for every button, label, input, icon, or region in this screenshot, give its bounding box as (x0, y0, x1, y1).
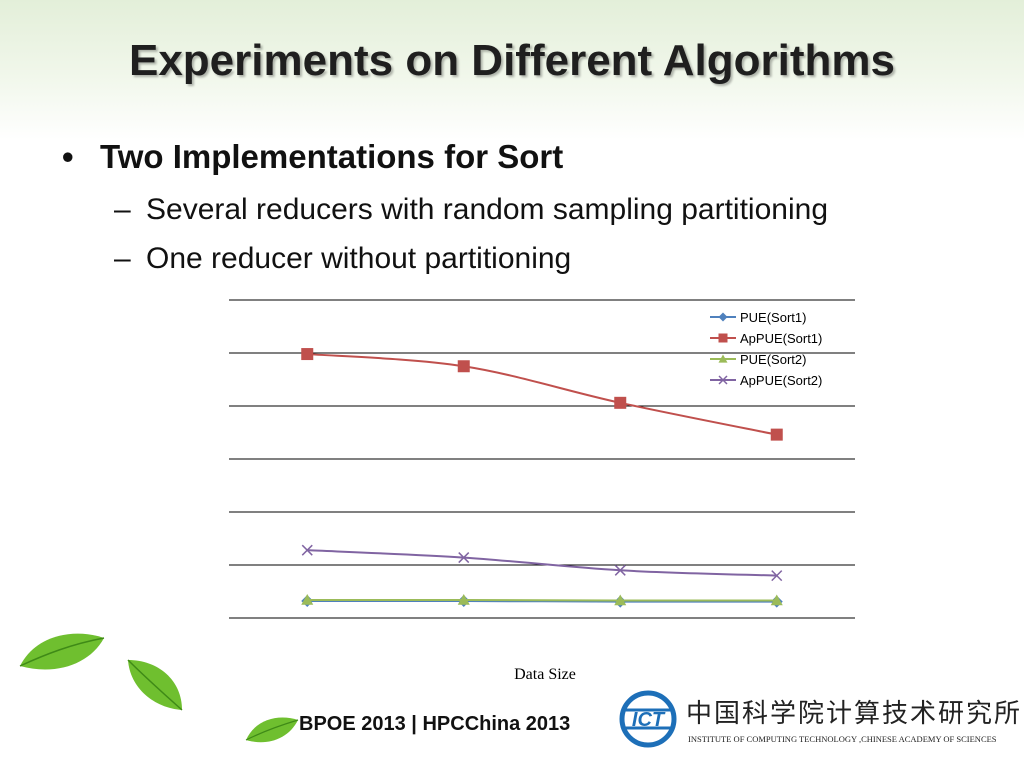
data-point (301, 593, 314, 605)
data-point (457, 593, 470, 605)
sub-bullet-text: One reducer without partitioning (146, 242, 572, 275)
sub-bullet-item: – Several reducers with random sampling p… (114, 193, 828, 227)
sub-bullet-item: – One reducer without partitioning (114, 242, 571, 276)
data-point-stroke (614, 564, 626, 576)
logo-text: ICT (632, 709, 666, 731)
chart-legend: PUE(Sort1) ApPUE(Sort1) PUE(Sort2) ApPUE(So… (710, 310, 822, 388)
data-point-stroke (771, 570, 783, 582)
series-line (307, 600, 777, 603)
slide-title: Experiments on Different Algorithms (128, 36, 896, 85)
legend-label: PUE(Sort2) (740, 352, 806, 367)
data-point (718, 312, 728, 322)
data-point (614, 396, 627, 409)
data-point (458, 552, 470, 564)
dash-icon: – (114, 193, 131, 226)
data-point (718, 354, 728, 363)
bullet-text: Two Implementations for Sort (100, 138, 564, 175)
series-line (307, 549, 777, 577)
footer-conference: HPCChina 2013 (422, 713, 571, 735)
data-point (718, 375, 728, 385)
series-line (307, 598, 777, 602)
x-axis-label: Data Size (514, 666, 576, 683)
data-point (770, 594, 783, 606)
data-point (771, 570, 783, 582)
data-point (614, 564, 626, 576)
footer-text: BPOE 2013 | HPCChina 2013 (299, 713, 570, 736)
data-point (718, 333, 728, 343)
data-point (614, 594, 627, 606)
legend-label: ApPUE(Sort1) (740, 331, 822, 346)
leaf-icon (19, 633, 105, 670)
legend-label: ApPUE(Sort2) (740, 373, 822, 388)
footer-separator: | (411, 713, 417, 735)
data-point (457, 360, 470, 373)
line-chart: PUE(Sort1) ApPUE(Sort1) PUE(Sort2) ApPUE(So… (229, 299, 855, 619)
chart-series (301, 348, 783, 608)
ict-logo: ICT (619, 690, 677, 748)
legend-label: PUE(Sort1) (740, 310, 806, 325)
chart-gridlines (229, 299, 855, 619)
footer-conference: BPOE 2013 (299, 713, 406, 735)
data-point (770, 428, 783, 441)
leaf-icon (127, 659, 183, 711)
bullet-dot-icon: • (62, 138, 74, 175)
bullet-item: • Two Implementations for Sort (62, 138, 563, 176)
data-point-stroke (718, 375, 728, 385)
sub-bullet-text: Several reducers with random sampling pa… (146, 193, 829, 226)
series-line (307, 353, 777, 436)
title-band (0, 0, 1024, 140)
dash-icon: – (114, 242, 131, 275)
leaf-icon (245, 717, 299, 743)
data-point-stroke (301, 544, 313, 556)
institute-name-cn: 中国科学院计算技术研究所 (686, 699, 1023, 729)
data-point (301, 544, 313, 556)
data-point-stroke (458, 552, 470, 564)
institute-name-en: INSTITUTE OF COMPUTING TECHNOLOGY ,CHINE… (688, 734, 997, 744)
data-point (301, 348, 314, 361)
